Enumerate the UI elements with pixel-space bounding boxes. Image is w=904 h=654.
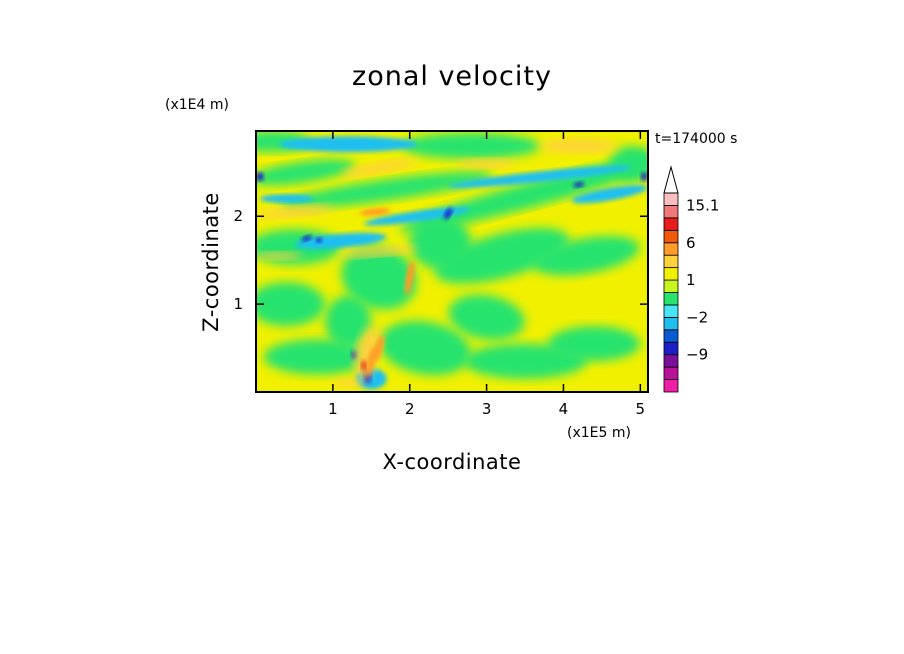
contour-blob [379,320,471,376]
colorbar-segment [663,229,679,244]
contour-blob [448,165,633,188]
contour-blob [455,159,518,168]
contour-blob [263,339,372,375]
colorbar-segment [663,192,679,206]
contour-blob [325,295,372,349]
contour-blob [340,245,418,257]
contour-blob [256,252,303,260]
colorbar-segment [663,304,679,318]
contour-blob [434,228,570,284]
chart-title: zonal velocity [352,61,552,92]
contour-blob [341,246,417,310]
contour-blob [404,260,415,296]
contour-blob [256,205,333,219]
contour-blob [533,236,640,276]
contour-blob [332,378,364,388]
x-tick-label: 4 [559,400,569,418]
colorbar-segment [663,354,679,368]
x-tick-label: 1 [328,400,338,418]
colorbar-label: −9 [686,346,708,364]
y-axis-unit: (x1E4 m) [165,97,229,113]
colorbar-segment [663,316,679,331]
colorbar-segment [663,279,679,293]
contour-blob [359,208,391,216]
x-tick-label: 3 [482,400,492,418]
contour-blob [364,207,471,226]
contour-blob [540,138,618,153]
contour-blob [301,235,312,242]
contour-blob [548,326,641,362]
contour-blob [256,159,356,186]
colorbar-segment [663,217,679,231]
x-axis: 1 2 3 4 5 [328,131,645,418]
contour-blob [256,172,264,182]
contour-blob [294,232,387,249]
colorbar-extend-arrow [663,165,679,194]
contour-blob [444,208,453,220]
colorbar-segment [663,341,679,356]
contour-blob [402,132,541,160]
colorbar-label: −2 [686,308,708,326]
contour-blob [341,159,417,177]
x-tick-label: 5 [636,400,646,418]
contour-blob [641,172,648,182]
y-tick-label: 2 [233,207,243,225]
contour-blob [259,194,314,204]
y-axis-title: Z-coordinate [199,192,223,332]
x-tick-label: 2 [405,400,415,418]
colorbar-segment [663,292,679,306]
x-axis-unit: (x1E5 m) [567,425,631,441]
contour-blob [279,136,418,153]
contour-blob [280,171,494,209]
contour-blob [571,185,648,204]
colorbar-segment [663,267,679,281]
contour-blob [573,181,585,188]
contour-blob [315,237,323,243]
contour-blob [365,345,377,377]
x-axis-title: X-coordinate [383,450,522,474]
time-label: t=174000 s [655,131,737,147]
contour-field [256,131,648,392]
contour-blob [256,282,326,327]
y-tick-label: 1 [233,295,243,313]
colorbar-segment [663,254,679,269]
contour-blob [399,156,648,233]
colorbar-segment [663,205,679,219]
colorbar: 15.1 6 1 −2 −9 [663,165,719,393]
colorbar-segment [663,242,679,256]
contour-blob [361,360,366,371]
colorbar-segment [663,329,679,343]
colorbar-label: 15.1 [686,196,719,214]
contour-blob [373,335,385,361]
contour-blob [448,294,525,340]
y-axis: 12 [233,207,648,313]
colorbar-label: 1 [686,271,696,289]
colorbar-segment [663,366,679,380]
contour-blob [609,145,648,182]
colorbar-segment [663,379,679,393]
colorbar-label: 6 [686,234,696,252]
plot-frame [255,130,649,393]
